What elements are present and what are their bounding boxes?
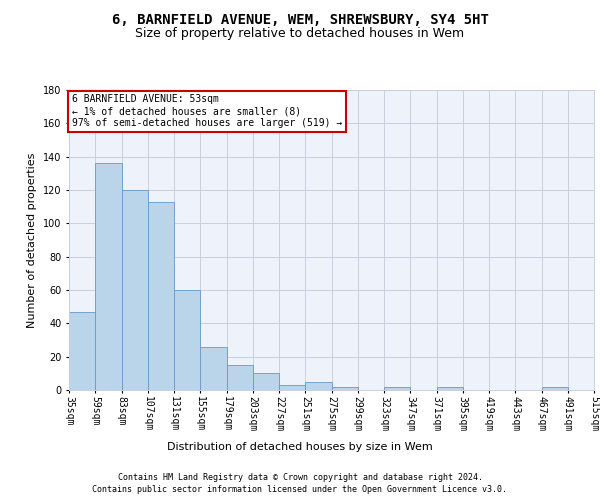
Bar — [69, 312, 95, 390]
Bar — [253, 374, 279, 390]
Text: 6 BARNFIELD AVENUE: 53sqm
← 1% of detached houses are smaller (8)
97% of semi-de: 6 BARNFIELD AVENUE: 53sqm ← 1% of detach… — [71, 94, 342, 128]
Bar — [200, 346, 227, 390]
Text: Size of property relative to detached houses in Wem: Size of property relative to detached ho… — [136, 28, 464, 40]
Bar — [174, 290, 200, 390]
Bar — [437, 386, 463, 390]
Bar — [121, 190, 148, 390]
Bar — [95, 164, 121, 390]
Text: Distribution of detached houses by size in Wem: Distribution of detached houses by size … — [167, 442, 433, 452]
Bar — [384, 386, 410, 390]
Bar — [227, 365, 253, 390]
Bar — [542, 386, 568, 390]
Bar — [305, 382, 331, 390]
Text: Contains public sector information licensed under the Open Government Licence v3: Contains public sector information licen… — [92, 485, 508, 494]
Bar — [148, 202, 174, 390]
Text: Contains HM Land Registry data © Crown copyright and database right 2024.: Contains HM Land Registry data © Crown c… — [118, 472, 482, 482]
Text: 6, BARNFIELD AVENUE, WEM, SHREWSBURY, SY4 5HT: 6, BARNFIELD AVENUE, WEM, SHREWSBURY, SY… — [112, 12, 488, 26]
Bar — [279, 385, 305, 390]
Bar — [331, 386, 358, 390]
Y-axis label: Number of detached properties: Number of detached properties — [28, 152, 37, 328]
